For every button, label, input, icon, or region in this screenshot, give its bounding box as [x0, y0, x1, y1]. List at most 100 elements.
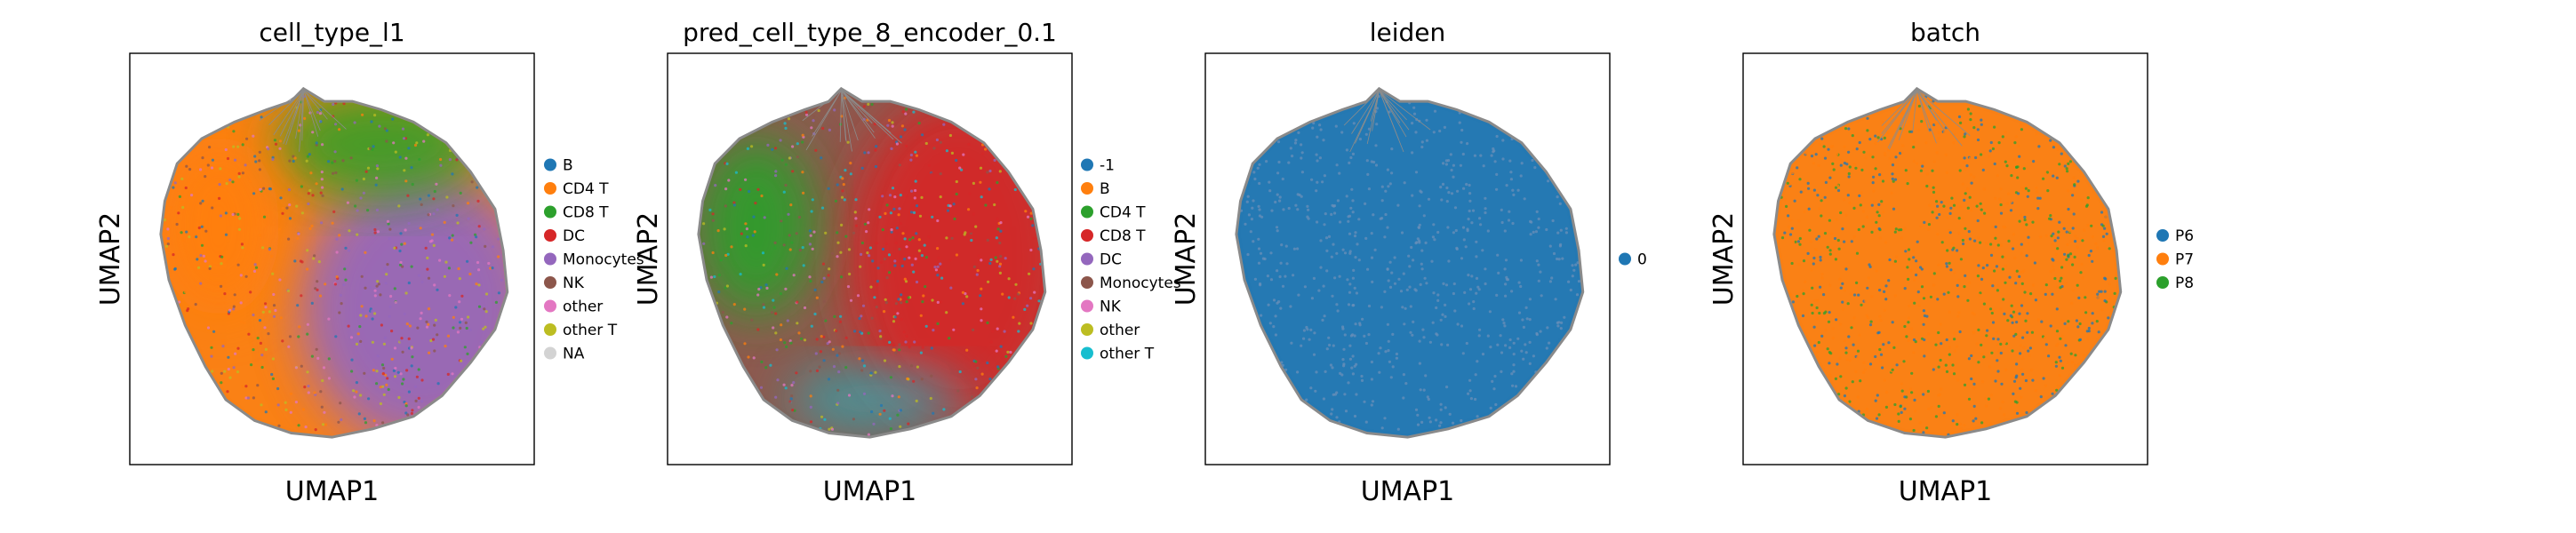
cell-point	[321, 143, 324, 147]
cell-point	[1835, 318, 1838, 322]
cell-point	[2087, 253, 2091, 258]
cell-point	[788, 248, 792, 251]
cell-point	[394, 366, 397, 370]
cell-point	[1316, 159, 1319, 163]
cell-point	[1032, 236, 1036, 240]
cell-point	[1265, 160, 1268, 163]
cell-point	[1818, 142, 1821, 147]
cell-point	[1366, 267, 1370, 271]
cell-point	[898, 247, 901, 251]
cell-point	[862, 364, 867, 368]
cell-point	[1353, 414, 1357, 418]
cell-point	[1448, 412, 1452, 416]
cell-point	[1968, 156, 1972, 160]
cell-point	[984, 203, 988, 207]
cell-point	[240, 243, 244, 246]
cell-point	[430, 233, 435, 236]
cell-point	[939, 262, 942, 266]
cell-point	[1926, 389, 1930, 394]
cell-point	[1500, 370, 1503, 373]
cell-point	[1931, 211, 1934, 214]
cell-point	[1444, 303, 1447, 306]
cell-point	[277, 424, 281, 427]
cell-point	[2062, 227, 2066, 230]
cell-point	[766, 143, 770, 147]
cell-point	[1980, 118, 1983, 122]
cell-point	[905, 107, 908, 111]
cell-point	[294, 401, 298, 404]
cell-point	[308, 153, 311, 156]
cell-point	[2025, 254, 2028, 258]
cell-point	[1313, 331, 1316, 335]
cell-point	[1900, 382, 1904, 386]
cell-point	[1427, 197, 1431, 201]
cell-point	[910, 263, 914, 266]
cell-point	[1970, 181, 1973, 185]
cell-point	[1367, 187, 1371, 191]
cell-point	[1278, 195, 1282, 199]
cell-point	[812, 230, 816, 234]
cell-point	[962, 153, 965, 156]
cell-point	[2010, 304, 2013, 307]
cell-point	[1873, 200, 1876, 204]
cell-point	[1493, 160, 1497, 163]
cell-point	[344, 246, 348, 250]
cell-point	[1276, 171, 1280, 175]
cell-point	[2068, 252, 2073, 256]
cell-point	[2013, 141, 2017, 145]
cell-point	[354, 204, 357, 208]
cell-point	[750, 145, 754, 148]
cell-point	[220, 371, 223, 375]
cell-point	[484, 310, 488, 314]
cell-point	[711, 212, 715, 216]
cell-point	[335, 251, 339, 254]
cell-point	[802, 191, 805, 195]
cell-point	[200, 243, 204, 247]
cell-point	[388, 305, 392, 308]
cell-point	[1803, 210, 1806, 214]
cell-point	[1439, 318, 1443, 322]
cell-point	[912, 211, 916, 214]
cell-point	[1268, 322, 1272, 325]
cell-point	[271, 357, 275, 361]
cell-point	[1491, 379, 1494, 383]
cell-point	[1490, 154, 1493, 157]
cell-point	[1274, 333, 1277, 337]
cell-point	[754, 202, 757, 205]
cell-point	[387, 222, 390, 226]
cell-point	[1877, 227, 1881, 231]
cell-point	[1904, 250, 1908, 253]
cell-point	[760, 194, 764, 198]
cell-point	[2045, 171, 2049, 174]
cell-point	[220, 255, 224, 259]
cell-point	[836, 354, 839, 357]
cell-point	[1450, 192, 1454, 195]
cell-point	[1257, 261, 1261, 265]
cell-point	[1894, 227, 1898, 231]
cell-point	[1408, 265, 1412, 268]
cell-point	[2007, 192, 2011, 195]
cell-point	[1938, 393, 1941, 396]
cell-point	[833, 314, 836, 318]
cell-point	[1913, 301, 1916, 305]
cell-point	[1475, 255, 1478, 259]
cell-point	[1275, 226, 1279, 229]
cell-point	[446, 334, 451, 338]
cell-point	[2032, 160, 2036, 163]
legend-marker	[1619, 252, 1631, 266]
cell-point	[844, 169, 847, 172]
cell-point	[1916, 240, 1919, 243]
cell-point	[311, 131, 315, 134]
cell-point	[828, 340, 831, 344]
cell-point	[820, 415, 824, 418]
cell-point	[382, 342, 386, 346]
cell-point	[1468, 302, 1471, 306]
cell-point	[1510, 290, 1514, 293]
cell-point	[953, 217, 956, 220]
cell-point	[1869, 320, 1873, 323]
cell-point	[2044, 292, 2047, 296]
cell-point	[759, 286, 763, 290]
cell-point	[300, 294, 303, 298]
cell-point	[2063, 252, 2067, 256]
